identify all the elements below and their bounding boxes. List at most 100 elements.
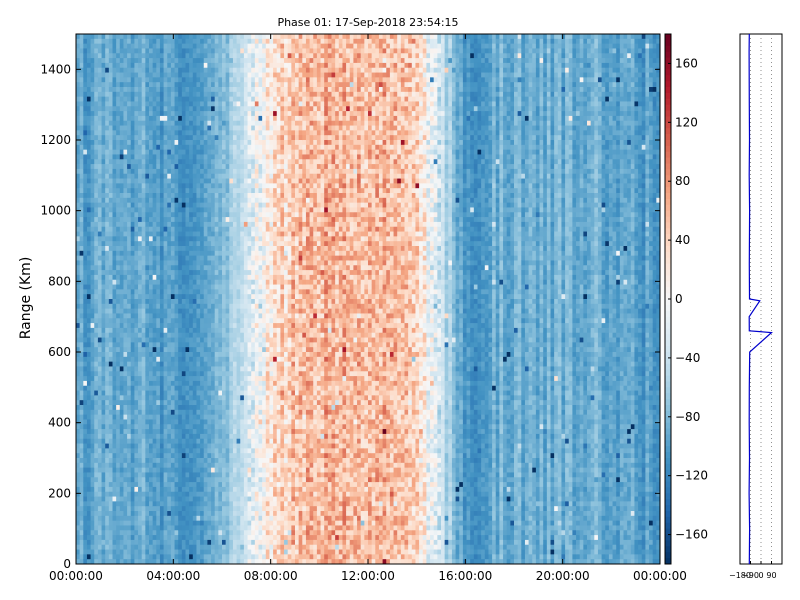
- heatmap-cell: [163, 506, 168, 512]
- heatmap-cell: [167, 342, 172, 348]
- heatmap-cell: [222, 111, 227, 117]
- heatmap-cell: [181, 486, 186, 493]
- heatmap-cell: [170, 53, 175, 59]
- heatmap-cell: [174, 270, 179, 276]
- heatmap-cell: [170, 226, 175, 232]
- heatmap-cell: [94, 168, 99, 175]
- heatmap-cell: [232, 448, 237, 454]
- heatmap-cell: [83, 342, 88, 348]
- heatmap-cell: [134, 120, 139, 126]
- heatmap-cell: [97, 424, 102, 430]
- heatmap-cell: [178, 549, 183, 555]
- heatmap-cell: [123, 472, 128, 478]
- heatmap-cell: [90, 34, 95, 40]
- heatmap-cell: [203, 207, 208, 213]
- heatmap-cell: [178, 101, 183, 107]
- heatmap-cell: [211, 106, 216, 112]
- heatmap-cell: [211, 501, 216, 507]
- heatmap-cell: [145, 231, 150, 237]
- heatmap-cell: [94, 482, 99, 488]
- heatmap-cell: [178, 202, 183, 208]
- heatmap-cell: [203, 53, 208, 59]
- heatmap-cell: [76, 188, 81, 194]
- heatmap-cell: [207, 511, 212, 517]
- heatmap-cell: [163, 539, 168, 546]
- heatmap-cell: [203, 120, 208, 126]
- heatmap-cell: [141, 535, 146, 541]
- heatmap-cell: [232, 525, 237, 531]
- heatmap-cell: [185, 135, 190, 141]
- heatmap-cell: [141, 250, 146, 257]
- heatmap-cell: [152, 419, 157, 425]
- heatmap-cell: [97, 313, 102, 319]
- heatmap-cell: [90, 246, 95, 252]
- heatmap-cell: [76, 371, 81, 377]
- heatmap-cell: [97, 520, 102, 526]
- heatmap-cell: [232, 539, 237, 546]
- heatmap-cell: [174, 376, 179, 382]
- heatmap-cell: [200, 48, 205, 54]
- heatmap-cell: [76, 38, 81, 45]
- heatmap-cell: [101, 366, 106, 372]
- heatmap-cell: [108, 554, 113, 560]
- heatmap-cell: [232, 433, 237, 440]
- heatmap-cell: [203, 217, 208, 223]
- heatmap-cell: [149, 115, 154, 122]
- heatmap-cell: [83, 511, 88, 517]
- heatmap-cell: [167, 414, 172, 420]
- heatmap-cell: [134, 144, 139, 151]
- heatmap-cell: [86, 429, 91, 435]
- heatmap-cell: [119, 265, 124, 271]
- heatmap-cell: [222, 501, 227, 507]
- heatmap-cell: [203, 241, 208, 247]
- heatmap-cell: [127, 48, 132, 54]
- heatmap-cell: [214, 255, 219, 261]
- heatmap-cell: [222, 265, 227, 271]
- heatmap-cell: [196, 453, 201, 459]
- heatmap-cell: [112, 289, 117, 295]
- heatmap-cell: [116, 448, 121, 454]
- heatmap-cell: [145, 544, 150, 550]
- heatmap-cell: [211, 525, 216, 531]
- heatmap-cell: [192, 347, 197, 353]
- heatmap-cell: [207, 202, 212, 208]
- heatmap-cell: [86, 197, 91, 204]
- heatmap-cell: [163, 544, 168, 550]
- heatmap-cell: [119, 361, 124, 367]
- heatmap-cell: [181, 255, 186, 261]
- heatmap-cell: [123, 91, 128, 98]
- heatmap-cell: [232, 419, 237, 425]
- heatmap-cell: [225, 472, 230, 478]
- heatmap-cell: [112, 409, 117, 416]
- heatmap-cell: [127, 433, 132, 440]
- heatmap-cell: [192, 58, 197, 64]
- heatmap-cell: [145, 87, 150, 93]
- heatmap-cell: [123, 178, 128, 184]
- heatmap-cell: [214, 467, 219, 473]
- heatmap-cell: [138, 405, 143, 411]
- heatmap-cell: [174, 520, 179, 526]
- heatmap-cell: [203, 308, 208, 314]
- heatmap-cell: [119, 308, 124, 314]
- heatmap-cell: [232, 544, 237, 550]
- heatmap-cell: [76, 424, 81, 430]
- heatmap-cell: [207, 525, 212, 531]
- heatmap-cell: [174, 453, 179, 459]
- heatmap-cell: [196, 236, 201, 242]
- heatmap-cell: [138, 168, 143, 175]
- heatmap-cell: [236, 477, 241, 483]
- heatmap-cell: [232, 212, 237, 218]
- heatmap-cell: [130, 265, 135, 271]
- heatmap-cell: [134, 371, 139, 377]
- heatmap-cell: [101, 515, 106, 522]
- heatmap-cell: [130, 400, 135, 406]
- heatmap-cell: [178, 486, 183, 493]
- heatmap-cell: [108, 332, 113, 338]
- heatmap-cell: [101, 270, 106, 276]
- heatmap-cell: [196, 149, 201, 155]
- heatmap-cell: [101, 231, 106, 237]
- heatmap-cell: [105, 168, 110, 175]
- heatmap-cell: [218, 395, 223, 401]
- heatmap-cell: [123, 559, 128, 565]
- heatmap-cell: [123, 337, 128, 343]
